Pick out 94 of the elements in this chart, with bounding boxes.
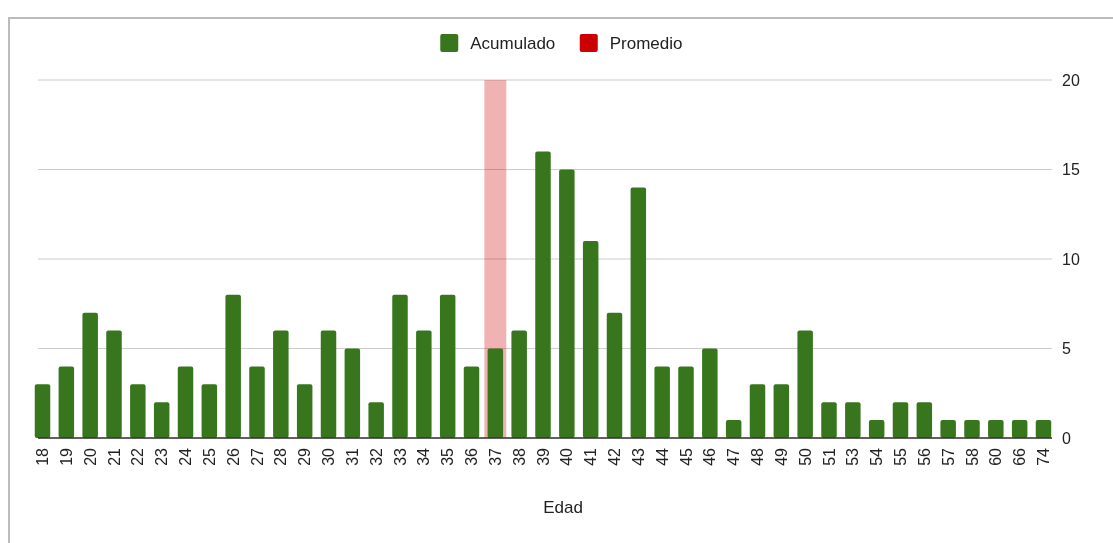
bar (582, 241, 599, 438)
bar (821, 402, 837, 438)
bar (868, 420, 885, 438)
x-tick-label: 18 (34, 447, 52, 466)
bar (845, 402, 861, 438)
bar (630, 187, 647, 438)
x-tick-label: 50 (796, 447, 814, 466)
bar (988, 420, 1004, 438)
bar (773, 384, 790, 438)
bar (463, 366, 480, 438)
bar (34, 384, 51, 438)
x-tick-label: 37 (486, 447, 504, 466)
y-tick-label: 0 (1062, 429, 1071, 447)
bar (606, 312, 623, 438)
bar (368, 402, 384, 438)
x-tick-label: 53 (844, 447, 862, 466)
x-tick-label: 26 (224, 447, 242, 466)
bar (201, 384, 218, 438)
bar (749, 384, 766, 438)
bar (153, 402, 170, 438)
x-tick-label: 56 (915, 447, 933, 466)
x-tick-label: 33 (391, 447, 409, 466)
bar (392, 294, 408, 438)
x-tick-label: 55 (892, 447, 910, 466)
bar (82, 312, 98, 438)
bar (439, 294, 456, 438)
x-tick-label: 47 (725, 447, 743, 466)
x-tick-label: 43 (629, 447, 647, 466)
x-tick-label: 21 (105, 447, 123, 466)
legend-label: Promedio (609, 33, 683, 53)
bar (678, 366, 694, 438)
bar (225, 294, 241, 438)
x-tick-label: 46 (701, 447, 719, 466)
bar (106, 330, 122, 438)
legend-label: Acumulado (470, 33, 556, 53)
bar (1035, 420, 1052, 438)
bar (130, 384, 146, 438)
bar (797, 330, 813, 438)
x-tick-label: 58 (963, 447, 981, 466)
x-tick-label: 20 (81, 447, 99, 466)
bar (487, 348, 504, 438)
x-tick-label: 36 (463, 447, 481, 466)
x-axis-title: Edad (543, 498, 583, 517)
bar (320, 330, 337, 438)
x-tick-label: 35 (439, 447, 457, 466)
y-tick-label: 20 (1062, 71, 1080, 89)
bar (725, 420, 742, 438)
x-tick-label: 28 (272, 447, 290, 466)
x-tick-label: 49 (772, 447, 790, 466)
y-tick-label: 10 (1062, 250, 1080, 268)
x-tick-label: 32 (367, 447, 385, 466)
x-tick-label: 48 (749, 447, 767, 466)
x-tick-label: 25 (200, 447, 218, 466)
x-tick-label: 57 (939, 447, 957, 466)
bar (702, 348, 718, 438)
bar (964, 420, 980, 438)
bar (177, 366, 194, 438)
x-tick-label: 24 (177, 447, 195, 466)
bar (58, 366, 75, 438)
bar (1011, 420, 1028, 438)
x-tick-label: 31 (343, 447, 361, 466)
bar (511, 330, 527, 438)
x-tick-label: 42 (606, 447, 624, 466)
x-tick-label: 44 (653, 447, 671, 466)
bar (892, 402, 909, 438)
bar (940, 420, 956, 438)
x-tick-label: 54 (868, 447, 886, 466)
x-tick-label: 66 (1011, 447, 1029, 466)
bar (296, 384, 313, 438)
bar (654, 366, 670, 438)
y-tick-label: 5 (1062, 340, 1071, 358)
bar (559, 169, 575, 438)
x-tick-label: 60 (987, 447, 1005, 466)
bar (916, 402, 933, 438)
bar (273, 330, 289, 438)
x-tick-label: 74 (1035, 447, 1053, 466)
x-tick-label: 40 (558, 447, 576, 466)
x-tick-label: 27 (248, 447, 266, 466)
x-tick-label: 22 (129, 447, 147, 466)
x-tick-label: 19 (57, 447, 75, 466)
bar (535, 151, 551, 438)
bar (249, 366, 265, 438)
bar (344, 348, 361, 438)
x-tick-label: 41 (582, 447, 600, 466)
x-tick-label: 34 (415, 447, 433, 466)
x-tick-label: 38 (510, 447, 528, 466)
x-tick-label: 29 (296, 447, 314, 466)
x-tick-label: 39 (534, 447, 552, 466)
x-tick-label: 51 (820, 447, 838, 466)
x-tick-label: 23 (153, 447, 171, 466)
y-tick-label: 15 (1062, 161, 1080, 179)
x-tick-label: 45 (677, 447, 695, 466)
x-tick-label: 30 (320, 447, 338, 466)
bar (416, 330, 432, 438)
